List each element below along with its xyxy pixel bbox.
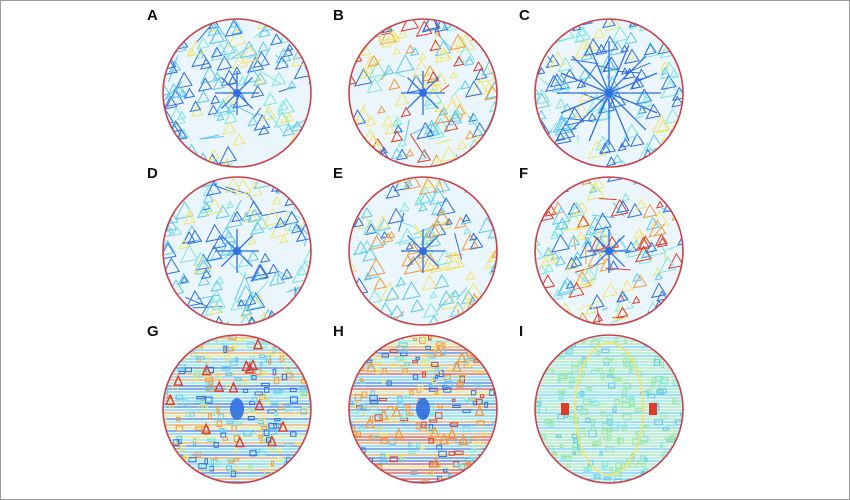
mesh-group: [535, 19, 683, 167]
panel-c: C: [519, 7, 695, 171]
disk-rim: [348, 176, 498, 326]
disk-pattern-i: [534, 334, 684, 484]
panel-label: A: [147, 7, 158, 24]
panel-label: B: [333, 7, 344, 24]
mesh-group: [163, 19, 311, 167]
panel-d: D: [147, 165, 323, 329]
panel-label: F: [519, 165, 529, 182]
mesh-group: [349, 177, 497, 325]
panel-label: H: [333, 323, 344, 340]
disk-pattern-g: [162, 334, 312, 484]
disk-rim: [162, 176, 312, 326]
mesh-group: [163, 335, 311, 483]
mesh-group: [535, 335, 683, 483]
disk-rim: [162, 334, 312, 484]
disk-rim: [534, 334, 684, 484]
disk-pattern-b: [348, 18, 498, 168]
disk-pattern-e: [348, 176, 498, 326]
disk-pattern-a: [162, 18, 312, 168]
disk-rim: [162, 18, 312, 168]
mesh-group: [163, 177, 311, 325]
mesh-group: [535, 177, 683, 325]
panel-f: F: [519, 165, 695, 329]
panel-i: I: [519, 323, 695, 487]
disk-rim: [534, 176, 684, 326]
mesh-group: [349, 19, 497, 167]
disk-rim: [348, 18, 498, 168]
panel-h: H: [333, 323, 509, 487]
disk-pattern-c: [534, 18, 684, 168]
panel-label: E: [333, 165, 344, 182]
panel-a: A: [147, 7, 323, 171]
panel-e: E: [333, 165, 509, 329]
panel-b: B: [333, 7, 509, 171]
disk-pattern-h: [348, 334, 498, 484]
panel-label: G: [147, 323, 159, 340]
disk-pattern-d: [162, 176, 312, 326]
panel-label: D: [147, 165, 158, 182]
panel-label: I: [519, 323, 524, 340]
disk-rim: [534, 18, 684, 168]
disk-rim: [348, 334, 498, 484]
mesh-group: [349, 335, 497, 483]
disk-pattern-f: [534, 176, 684, 326]
panel-label: C: [519, 7, 530, 24]
panel-g: G: [147, 323, 323, 487]
